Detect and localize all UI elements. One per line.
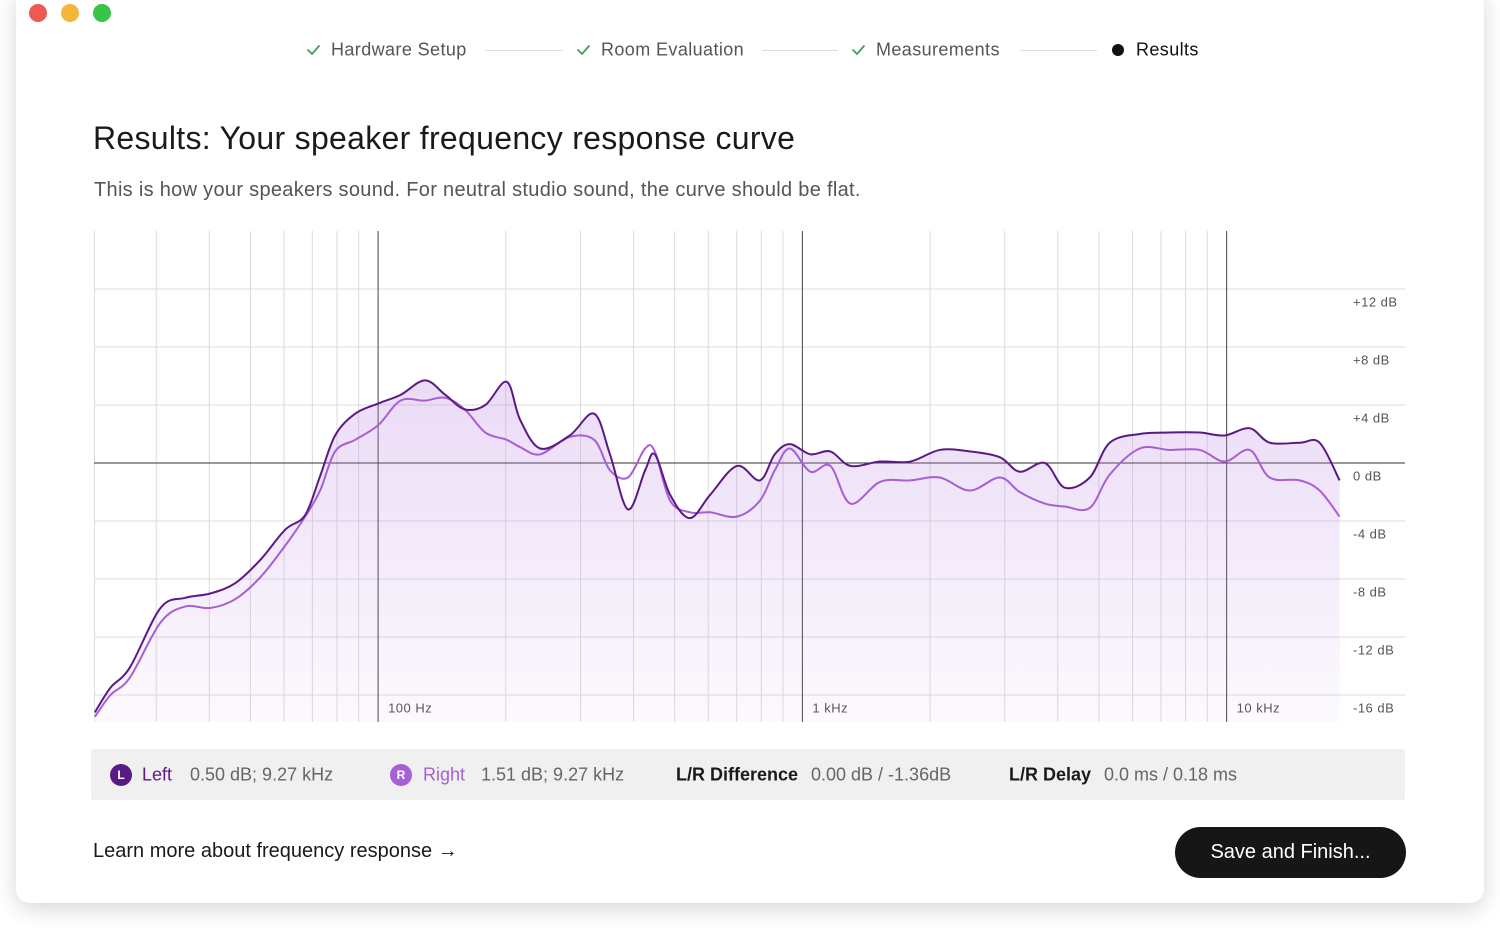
summary-label: L/R Delay (1009, 764, 1092, 785)
zoom-button[interactable] (93, 4, 111, 22)
step-label: Results (1136, 39, 1199, 60)
legend-reading: 1.51 dB; 9.27 kHz (481, 764, 625, 785)
page-title: Results: Your speaker frequency response… (93, 120, 796, 156)
step-check (577, 45, 590, 55)
y-tick-label: +12 dB (1353, 294, 1398, 309)
y-tick-label: +8 dB (1353, 352, 1390, 367)
y-tick-label: -12 dB (1353, 642, 1394, 657)
minimize-button[interactable] (61, 4, 79, 22)
step-check (852, 45, 865, 55)
step-label: Hardware Setup (331, 39, 467, 60)
step-label: Measurements (876, 39, 1000, 60)
y-tick-label: -4 dB (1353, 526, 1387, 541)
response-line (94, 396, 1341, 718)
close-button[interactable] (29, 4, 47, 22)
response-area (94, 380, 1340, 722)
step-dot (1112, 44, 1124, 56)
summary-value: 0.00 dB / -1.36dB (811, 764, 952, 785)
stepper-icons (307, 44, 1124, 56)
legend-reading: 0.50 dB; 9.27 kHz (190, 764, 334, 785)
legend-badge: R (390, 764, 412, 786)
summary-value: 0.0 ms / 0.18 ms (1104, 764, 1238, 785)
y-tick-label: +4 dB (1353, 410, 1390, 425)
summary-label: L/R Difference (676, 764, 799, 785)
step-check (307, 45, 320, 55)
learn-more-link[interactable]: Learn more about frequency response → (93, 840, 458, 862)
y-tick-label: -16 dB (1353, 700, 1394, 715)
step-label: Room Evaluation (601, 39, 745, 60)
page-subtitle: This is how your speakers sound. For neu… (94, 179, 861, 201)
legend-name: Left (142, 764, 173, 785)
save-finish-button[interactable]: Save and Finish... (1175, 827, 1406, 878)
legend-name: Right (423, 764, 466, 785)
legend-badge: L (110, 764, 132, 786)
y-tick-label: -8 dB (1353, 584, 1387, 599)
info-bar (91, 749, 1405, 800)
y-tick-label: 0 dB (1353, 468, 1382, 483)
response-line (94, 379, 1341, 713)
